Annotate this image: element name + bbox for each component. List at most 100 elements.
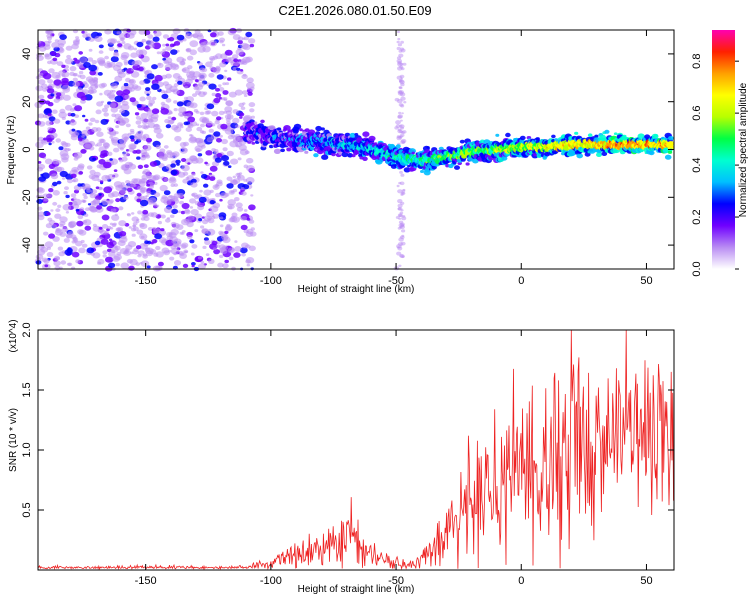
spectrogram-cell xyxy=(176,163,180,166)
spectrogram-cell xyxy=(43,231,49,236)
spectrogram-cell xyxy=(198,218,203,222)
spectrogram-cell xyxy=(135,120,142,125)
spectrogram-cell xyxy=(45,100,51,105)
spectrogram-cell xyxy=(96,131,104,137)
spectrogram-cell xyxy=(114,113,122,119)
spectrogram-cell xyxy=(79,57,88,64)
spectrogram-cell xyxy=(38,121,46,127)
spectrogram-cell xyxy=(70,133,77,138)
spectrogram-cell xyxy=(163,198,172,206)
spectrogram-cell xyxy=(402,130,407,134)
spectrogram-cell xyxy=(229,140,239,148)
y-tick-label: 1.5 xyxy=(21,382,33,397)
spectrogram-cell xyxy=(129,258,138,266)
spectrogram-cell xyxy=(234,89,243,96)
spectrogram-cell xyxy=(162,48,166,52)
spectrogram-cell xyxy=(349,132,356,138)
spectrogram-cell xyxy=(160,228,165,232)
spectrogram-cell xyxy=(214,185,218,188)
spectrogram-cell xyxy=(116,68,125,75)
spectrogram-cell xyxy=(397,207,402,211)
spectrogram-cell xyxy=(209,60,214,64)
spectrogram-cell xyxy=(98,50,104,54)
spectrogram-cell xyxy=(232,135,241,142)
spectrogram-cell xyxy=(211,240,218,246)
spectrogram-cell xyxy=(190,182,198,188)
spectrogram-cell xyxy=(180,61,186,65)
spectrogram-cell xyxy=(44,158,53,165)
spectrogram-cell xyxy=(200,123,205,128)
spectrogram-cell xyxy=(228,256,234,261)
spectrogram-cell xyxy=(397,189,403,194)
spectrogram-cell xyxy=(82,33,88,38)
spectrogram-cell xyxy=(107,225,112,230)
spectrogram-cell xyxy=(236,67,241,71)
spectrogram-cell xyxy=(134,112,140,116)
spectrogram-cell xyxy=(172,240,182,248)
snr-series-line xyxy=(37,329,674,571)
spectrogram-cell xyxy=(170,247,180,255)
spectrogram-cell xyxy=(124,94,131,100)
spectrogram-cell xyxy=(215,87,220,92)
spectrogram-cell xyxy=(75,208,80,212)
spectrogram-cell xyxy=(127,132,132,136)
spectrogram-cell xyxy=(60,260,67,265)
spectrogram-cell xyxy=(200,171,204,174)
spectrogram-cell xyxy=(136,103,142,108)
spectrogram-cell xyxy=(38,45,47,52)
spectrogram-cell xyxy=(230,158,239,165)
spectrogram-cell xyxy=(176,224,184,231)
spectrogram-cell xyxy=(130,131,135,135)
spectrogram-cell xyxy=(187,116,196,123)
spectrogram-cell xyxy=(235,48,244,56)
spectrogram-cell xyxy=(220,123,228,130)
spectrogram-cell xyxy=(129,97,136,103)
spectrogram-cell xyxy=(140,112,148,119)
spectrogram-cell xyxy=(171,208,179,215)
spectrogram-cell xyxy=(216,138,222,143)
spectrogram-cell xyxy=(216,153,223,158)
spectrogram-cell xyxy=(96,164,103,169)
spectrogram-cell xyxy=(395,124,401,129)
spectrogram-cell xyxy=(200,225,205,229)
spectrogram-cell xyxy=(79,207,85,211)
spectrogram-cell xyxy=(224,49,233,56)
spectrogram-cell xyxy=(167,116,172,120)
spectrogram-cell xyxy=(77,62,86,69)
spectrogram-cell xyxy=(59,216,68,223)
spectrogram-cell xyxy=(72,77,78,82)
spectrogram-cell xyxy=(241,242,249,249)
spectrogram-cell xyxy=(245,177,255,184)
spectrogram-cell xyxy=(181,164,190,172)
spectrogram-cell xyxy=(185,121,191,125)
spectrogram-cell xyxy=(239,116,243,119)
spectrogram-cell xyxy=(53,166,59,172)
spectrogram-cell xyxy=(56,92,62,97)
spectrogram-cell xyxy=(38,152,47,159)
spectrogram-cell xyxy=(50,209,54,212)
spectrogram-cell xyxy=(65,194,70,199)
spectrogram-cell xyxy=(206,120,213,126)
spectrogram-cell xyxy=(368,135,376,142)
spectrogram-cell xyxy=(76,91,86,99)
spectrogram-cell xyxy=(587,133,593,137)
spectrogram-cell xyxy=(209,56,216,61)
spectrogram-cell xyxy=(120,103,130,111)
spectrogram-cell xyxy=(465,162,470,166)
spectrogram-cell xyxy=(519,135,526,141)
spectrogram-cell xyxy=(110,107,119,113)
spectrogram-cell xyxy=(47,113,52,117)
spectrogram-cell xyxy=(78,51,83,55)
spectrogram-cell xyxy=(165,218,171,223)
spectrogram-cell xyxy=(201,173,208,179)
spectrogram-cell xyxy=(65,68,69,72)
spectrogram-cell xyxy=(247,38,256,44)
spectrogram-cell xyxy=(75,38,80,42)
spectrogram-cell xyxy=(219,61,227,68)
spectrogram-cell xyxy=(153,174,161,180)
spectrogram-cell xyxy=(91,127,99,133)
spectrogram-cell xyxy=(206,103,215,110)
spectrogram-cell xyxy=(85,126,91,130)
spectrogram-cell xyxy=(232,175,236,179)
spectrogram-cell xyxy=(179,39,184,43)
